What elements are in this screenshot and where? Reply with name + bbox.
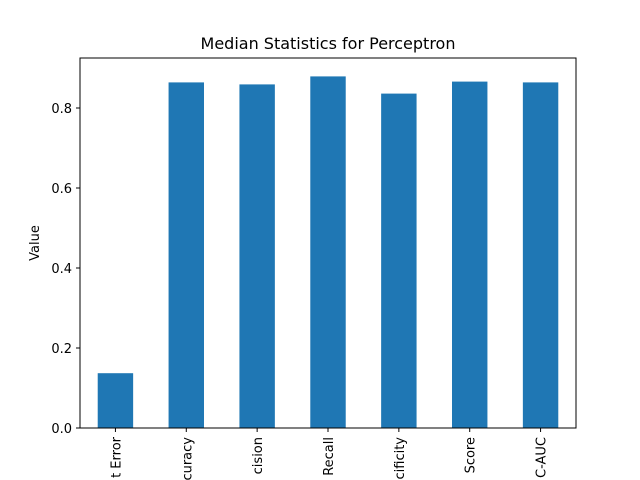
y-tick-label: 0.0 (51, 422, 72, 437)
bar (452, 81, 488, 428)
y-axis-ticks: 0.0 0.2 0.4 0.6 0.8 (51, 102, 80, 437)
y-axis-label: Value (28, 225, 43, 261)
x-tick-label: Recall (322, 437, 337, 476)
bar (239, 84, 275, 429)
x-tick-label: cision (251, 437, 266, 474)
x-tick-label: t Error (109, 436, 124, 478)
y-tick-label: 0.4 (51, 262, 72, 277)
bar (310, 76, 346, 429)
bar (522, 82, 559, 429)
plot-frame (79, 57, 577, 429)
chart-title: Median Statistics for Perceptron (201, 34, 456, 53)
x-tick-label: ecificity (393, 437, 408, 480)
bar (168, 82, 204, 429)
y-tick-label: 0.6 (51, 182, 72, 197)
y-tick-label: 0.2 (51, 342, 72, 357)
x-tick-label: curacy (180, 437, 195, 480)
bars-layer (97, 76, 559, 429)
y-tick-label: 0.8 (51, 102, 72, 117)
bar (381, 93, 417, 428)
x-axis-ticks: t Error curacy cision Recall ecificity Score C… (109, 428, 550, 480)
x-tick-label: C-AUC (535, 437, 550, 478)
x-tick-label: Score (464, 437, 479, 473)
bar (97, 373, 134, 428)
